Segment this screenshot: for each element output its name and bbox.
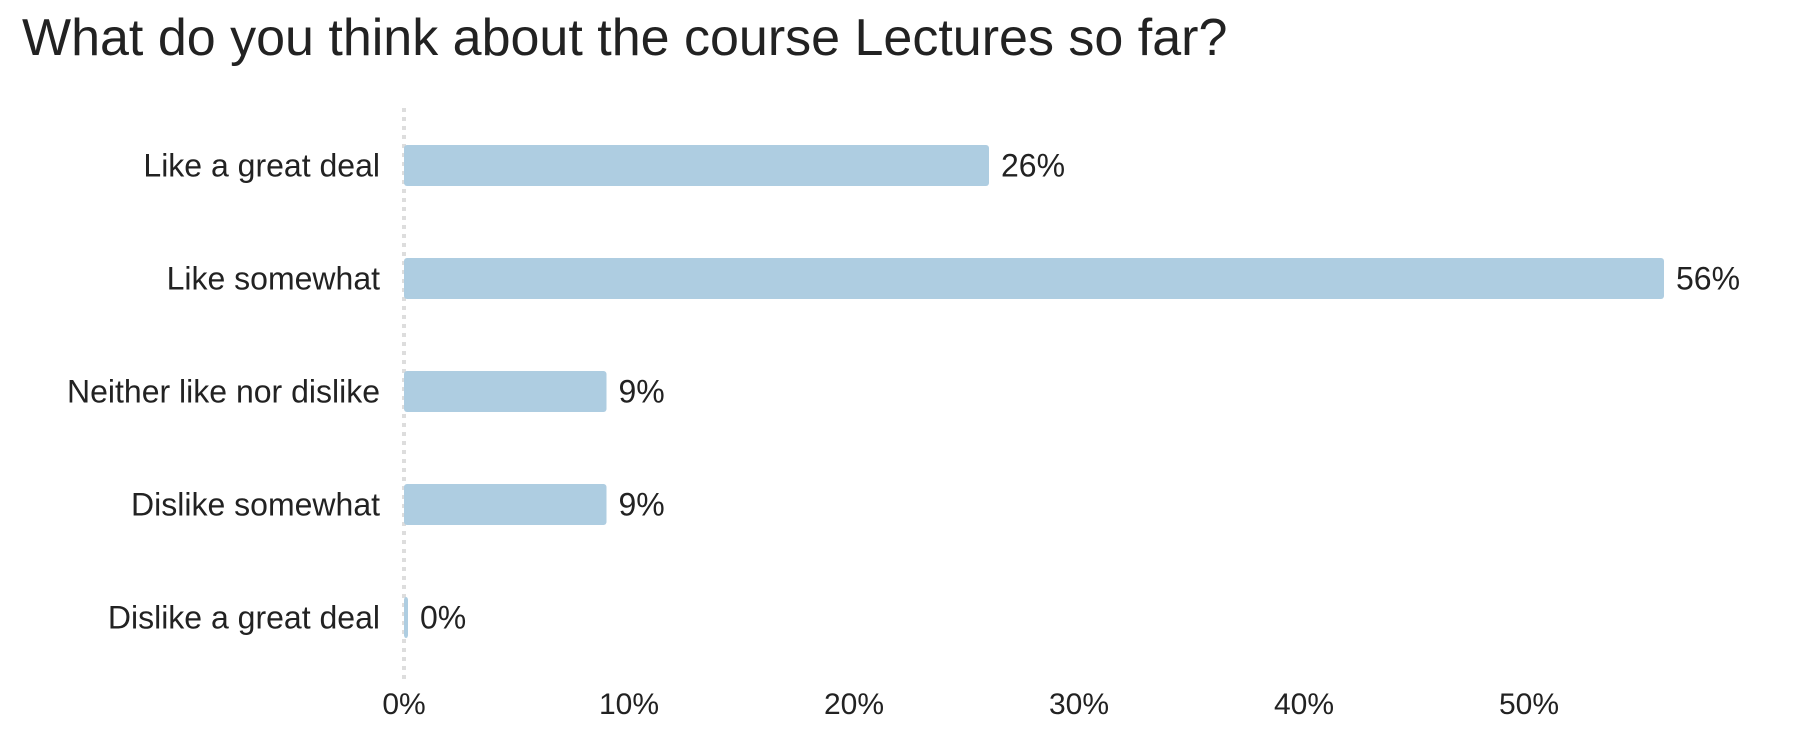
bar xyxy=(404,597,408,638)
x-tick-label: 20% xyxy=(824,688,884,721)
value-label: 9% xyxy=(619,374,665,410)
value-label: 9% xyxy=(619,487,665,523)
value-label: 26% xyxy=(1001,148,1065,184)
x-tick-labels-group: 0% 10% 20% 30% 40% 50% xyxy=(382,688,1559,721)
category-label: Neither like nor dislike xyxy=(67,374,380,410)
bar xyxy=(404,145,989,186)
x-tick-label: 0% xyxy=(382,688,425,721)
chart-title: What do you think about the course Lectu… xyxy=(22,9,1228,67)
value-label: 56% xyxy=(1676,261,1740,297)
category-label: Like somewhat xyxy=(167,261,381,297)
category-label: Like a great deal xyxy=(143,148,380,184)
category-label: Dislike somewhat xyxy=(131,487,380,523)
bars-group xyxy=(404,145,1664,638)
category-labels-group: Like a great deal Like somewhat Neither li… xyxy=(67,148,380,636)
value-label: 0% xyxy=(420,600,466,636)
bar xyxy=(404,371,607,412)
bar xyxy=(404,258,1664,299)
x-tick-label: 10% xyxy=(599,688,659,721)
bar xyxy=(404,484,607,525)
x-tick-label: 50% xyxy=(1499,688,1559,721)
x-tick-label: 40% xyxy=(1274,688,1334,721)
x-tick-label: 30% xyxy=(1049,688,1109,721)
value-labels-group: 26% 56% 9% 9% 0% xyxy=(420,148,1740,636)
category-label: Dislike a great deal xyxy=(108,600,380,636)
